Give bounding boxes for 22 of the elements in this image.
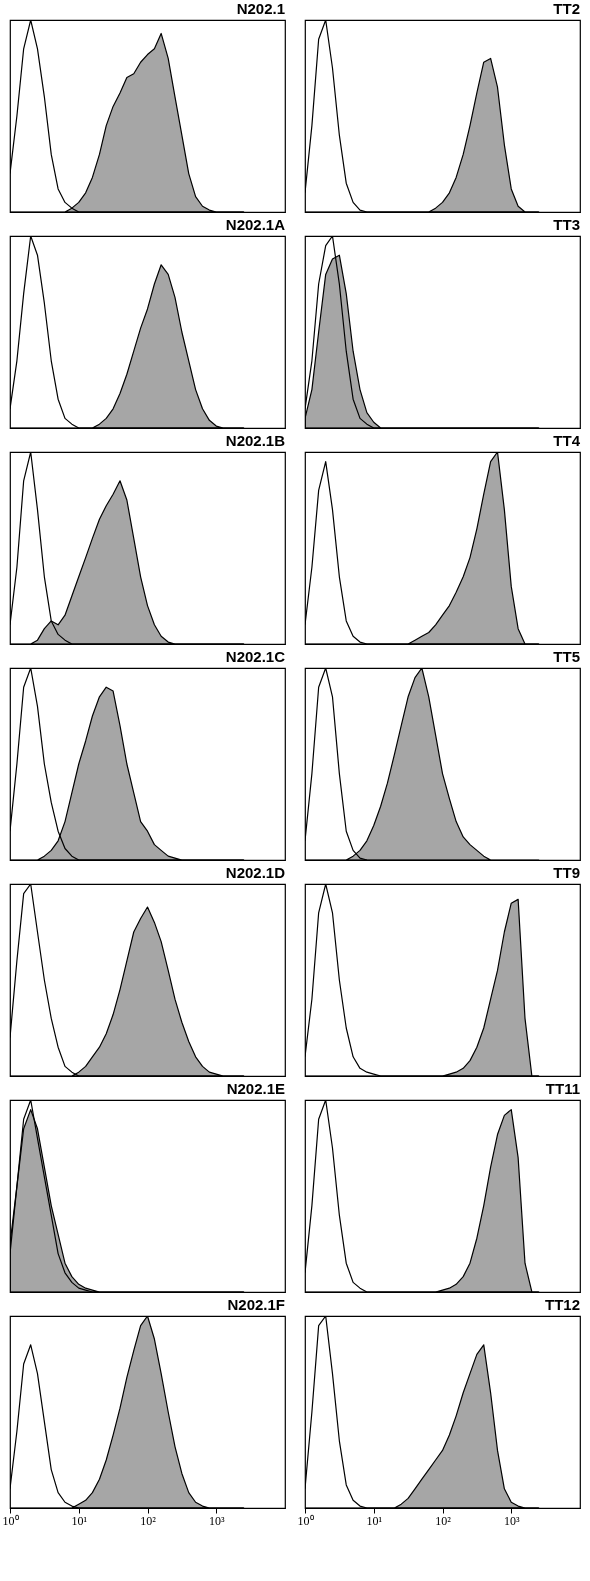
chart-title: TT5 bbox=[553, 648, 580, 665]
chart-title: N202.1E bbox=[226, 1080, 285, 1097]
x-tick-label: 10³ bbox=[503, 1513, 520, 1528]
x-tick-label: 10² bbox=[140, 1513, 157, 1528]
x-tick-label: 10⁰ bbox=[2, 1513, 19, 1528]
x-tick-label: 10¹ bbox=[366, 1513, 383, 1528]
chart-title: N202.1D bbox=[225, 864, 286, 881]
x-tick-label: 10⁰ bbox=[297, 1513, 314, 1528]
x-tick-label: 10¹ bbox=[71, 1513, 88, 1528]
chart-title: TT3 bbox=[553, 216, 580, 233]
chart-title: TT2 bbox=[553, 0, 580, 17]
chart-title: TT11 bbox=[545, 1080, 580, 1097]
chart-title: N202.1A bbox=[225, 216, 286, 233]
x-tick-label: 10³ bbox=[208, 1513, 225, 1528]
chart-title: N202.1B bbox=[225, 432, 286, 449]
chart-title: TT9 bbox=[553, 864, 580, 881]
chart-title: N202.1F bbox=[227, 1296, 285, 1313]
chart-title: TT12 bbox=[544, 1296, 580, 1313]
chart-title: TT4 bbox=[553, 432, 581, 449]
chart-title: N202.1C bbox=[225, 648, 286, 665]
chart-title: N202.1 bbox=[236, 0, 285, 17]
x-tick-label: 10² bbox=[435, 1513, 452, 1528]
